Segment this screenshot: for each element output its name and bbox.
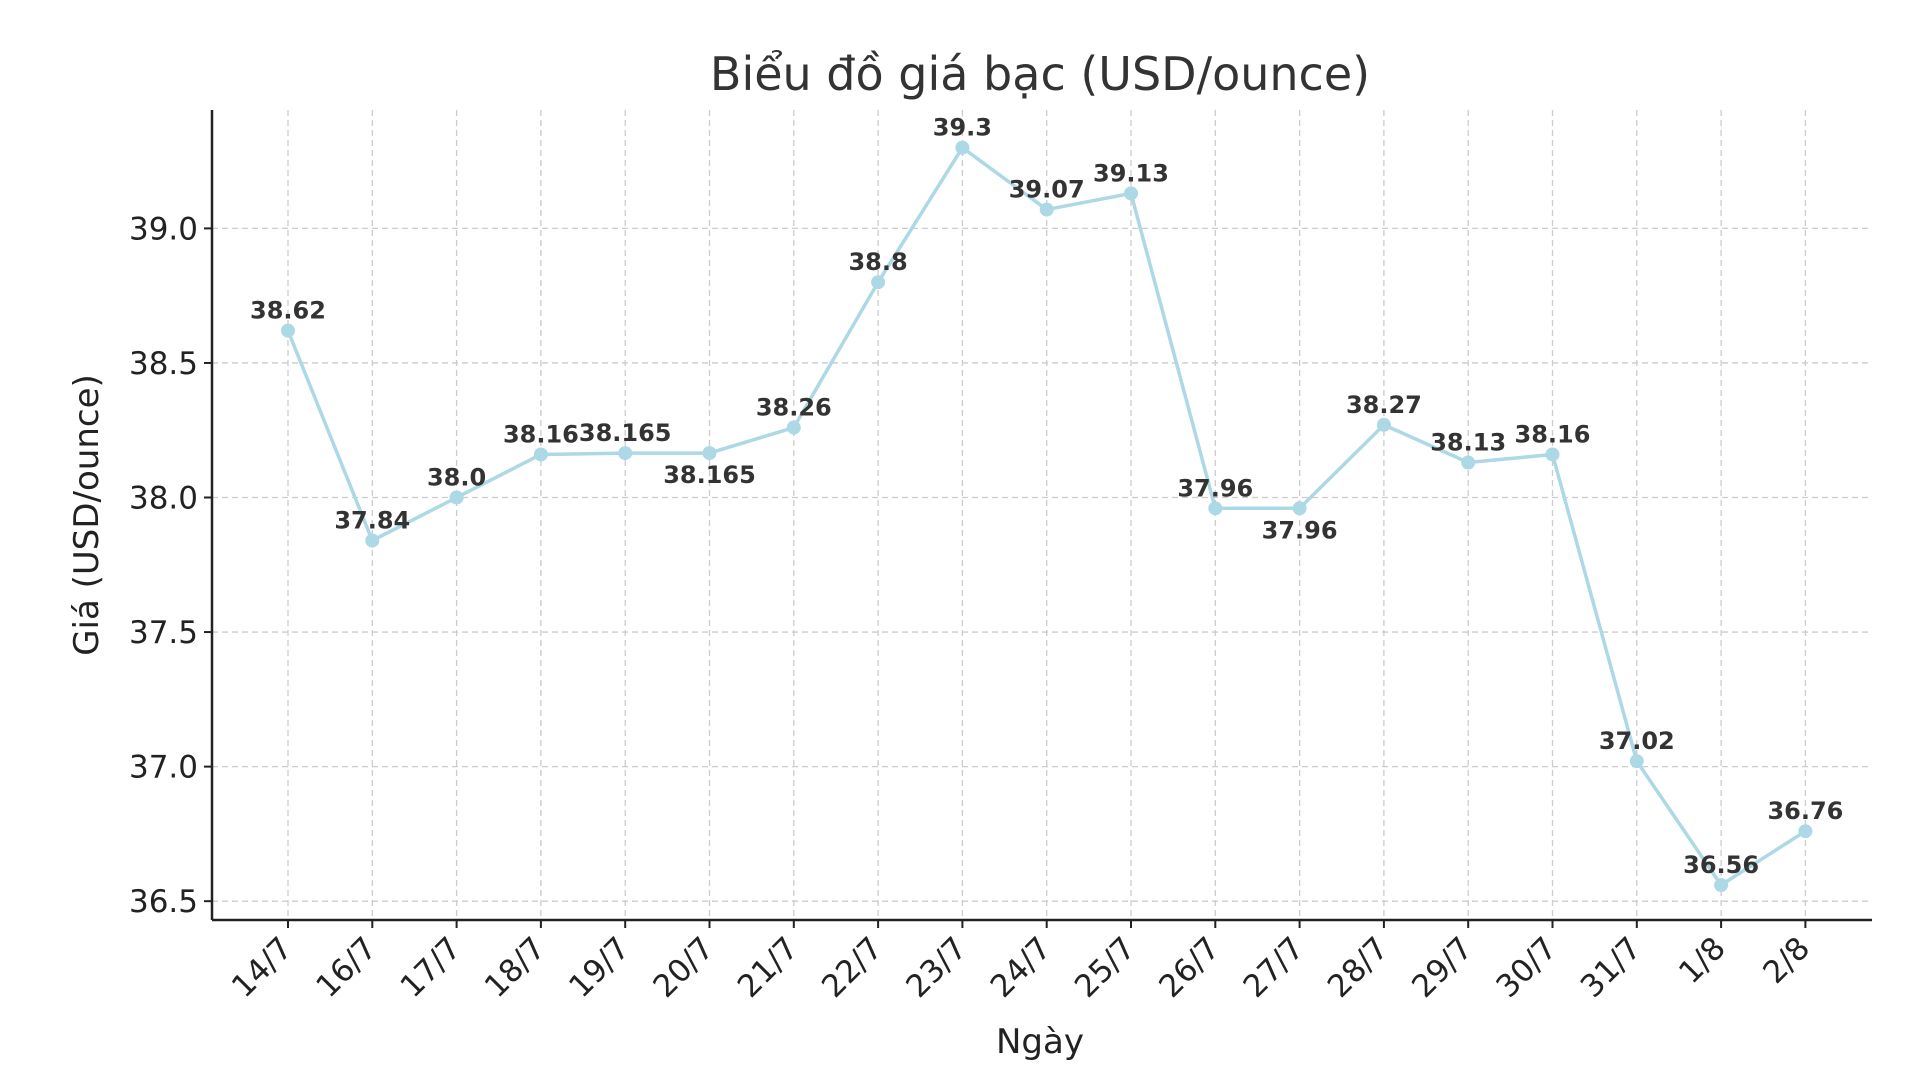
x-tick-label: 2/8 bbox=[1756, 930, 1817, 991]
x-tick-label: 22/7 bbox=[815, 930, 890, 1005]
data-point bbox=[1376, 417, 1391, 432]
x-tick-label: 31/7 bbox=[1574, 930, 1649, 1005]
x-tick-label: 23/7 bbox=[899, 930, 974, 1005]
x-tick-label: 14/7 bbox=[225, 930, 300, 1005]
data-point bbox=[1124, 186, 1138, 201]
data-label: 38.165 bbox=[663, 461, 756, 489]
data-label: 37.84 bbox=[334, 507, 410, 535]
y-tick-label: 39.0 bbox=[129, 211, 198, 247]
series bbox=[281, 140, 1813, 893]
x-tick-label: 18/7 bbox=[478, 930, 553, 1005]
data-label: 37.02 bbox=[1599, 727, 1675, 755]
y-tick-label: 37.0 bbox=[129, 750, 198, 786]
x-tick-label: 28/7 bbox=[1321, 930, 1396, 1005]
y-tick-label: 38.5 bbox=[129, 346, 198, 382]
data-point bbox=[1292, 501, 1307, 516]
x-tick-label: 16/7 bbox=[309, 930, 384, 1005]
data-point bbox=[702, 446, 717, 461]
y-axis-label: Giá (USD/ounce) bbox=[67, 374, 107, 656]
x-axis-ticks: 14/7 16/7 17/7 18/7 19/7 20/7 21/7 22/7 23/7 24/7… bbox=[225, 920, 1817, 1005]
x-tick-label: 1/8 bbox=[1672, 930, 1733, 991]
x-tick-label: 29/7 bbox=[1405, 930, 1480, 1005]
x-tick-label: 30/7 bbox=[1489, 930, 1564, 1005]
axes bbox=[210, 110, 1872, 922]
data-point bbox=[1629, 754, 1644, 769]
data-point bbox=[786, 420, 801, 435]
data-label: 37.96 bbox=[1177, 474, 1253, 502]
data-label: 38.13 bbox=[1430, 429, 1506, 457]
data-point bbox=[871, 275, 886, 290]
data-label: 38.8 bbox=[848, 248, 907, 276]
data-label: 38.0 bbox=[427, 464, 486, 492]
y-axis-ticks: 36.5 37.0 37.5 38.0 38.5 39.0 bbox=[129, 211, 212, 920]
chart-title: Biểu đồ giá bạc (USD/ounce) bbox=[710, 47, 1370, 101]
data-point bbox=[618, 446, 633, 461]
y-tick-label: 36.5 bbox=[129, 884, 198, 920]
data-point bbox=[1798, 824, 1813, 839]
x-tick-label: 26/7 bbox=[1152, 930, 1227, 1005]
data-point bbox=[955, 140, 970, 155]
data-point bbox=[1714, 878, 1729, 893]
data-point bbox=[533, 447, 548, 462]
data-label: 37.96 bbox=[1262, 516, 1338, 544]
data-point bbox=[1039, 202, 1054, 217]
data-label: 39.13 bbox=[1093, 159, 1169, 187]
data-label: 38.165 bbox=[579, 419, 672, 447]
x-tick-label: 17/7 bbox=[394, 930, 469, 1005]
data-label: 38.27 bbox=[1346, 391, 1422, 419]
data-point bbox=[281, 323, 295, 338]
y-tick-label: 37.5 bbox=[129, 615, 198, 651]
x-tick-label: 27/7 bbox=[1237, 930, 1312, 1005]
data-point bbox=[449, 490, 464, 505]
data-point bbox=[1208, 501, 1223, 516]
data-point bbox=[1461, 455, 1476, 470]
data-label: 38.16 bbox=[503, 420, 579, 448]
x-tick-label: 21/7 bbox=[731, 930, 806, 1005]
data-label: 36.56 bbox=[1683, 851, 1759, 879]
x-tick-label: 19/7 bbox=[562, 930, 637, 1005]
data-label: 39.3 bbox=[933, 114, 992, 142]
y-tick-label: 38.0 bbox=[129, 481, 198, 517]
data-point bbox=[365, 533, 380, 548]
x-tick-label: 20/7 bbox=[646, 930, 721, 1005]
grid bbox=[212, 110, 1872, 920]
x-axis-label: Ngày bbox=[996, 1022, 1084, 1062]
data-label: 38.16 bbox=[1515, 420, 1591, 448]
data-point bbox=[1545, 447, 1560, 462]
data-label: 38.26 bbox=[756, 394, 832, 422]
x-tick-label: 25/7 bbox=[1068, 930, 1143, 1005]
data-label: 39.07 bbox=[1009, 176, 1085, 204]
x-tick-label: 24/7 bbox=[984, 930, 1059, 1005]
data-label: 38.62 bbox=[250, 297, 326, 325]
data-label: 36.76 bbox=[1767, 797, 1843, 825]
